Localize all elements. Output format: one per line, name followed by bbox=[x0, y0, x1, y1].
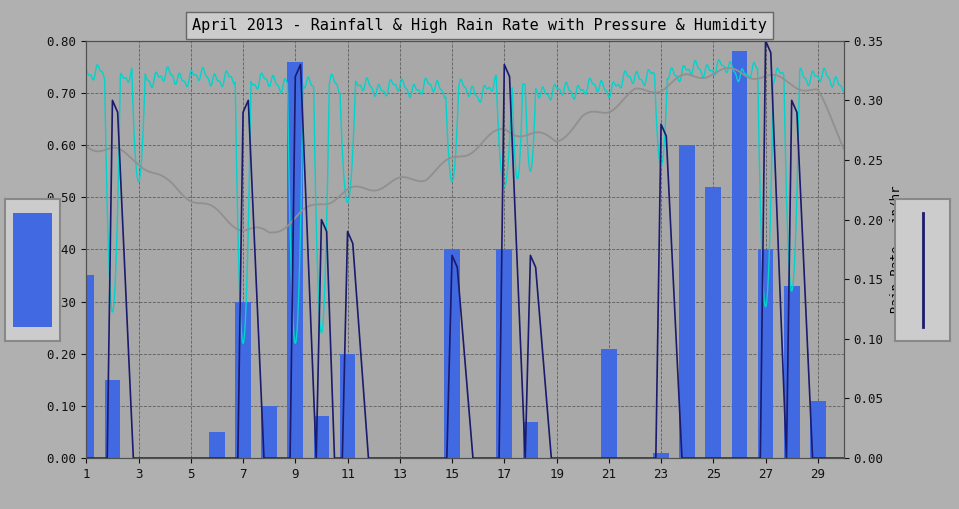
Bar bbox=[784, 286, 800, 458]
Bar bbox=[758, 249, 773, 458]
Bar bbox=[235, 301, 251, 458]
Bar bbox=[314, 416, 329, 458]
Text: April 2013 - Rainfall & High Rain Rate with Pressure & Humidity: April 2013 - Rainfall & High Rain Rate w… bbox=[192, 18, 767, 33]
Bar bbox=[523, 421, 538, 458]
Bar bbox=[810, 401, 826, 458]
Bar bbox=[339, 354, 356, 458]
Bar bbox=[653, 453, 668, 458]
Y-axis label: Rain Rate - in/hr: Rain Rate - in/hr bbox=[889, 186, 902, 313]
Bar bbox=[444, 249, 460, 458]
Bar bbox=[105, 380, 120, 458]
Bar bbox=[209, 432, 224, 458]
Bar bbox=[79, 275, 94, 458]
Y-axis label: Rain - in: Rain - in bbox=[28, 216, 41, 283]
Bar bbox=[13, 213, 52, 327]
Bar bbox=[679, 145, 695, 458]
Bar bbox=[262, 406, 277, 458]
Bar bbox=[732, 51, 747, 458]
Bar bbox=[706, 187, 721, 458]
Bar bbox=[288, 62, 303, 458]
Bar bbox=[497, 249, 512, 458]
Bar bbox=[601, 349, 617, 458]
